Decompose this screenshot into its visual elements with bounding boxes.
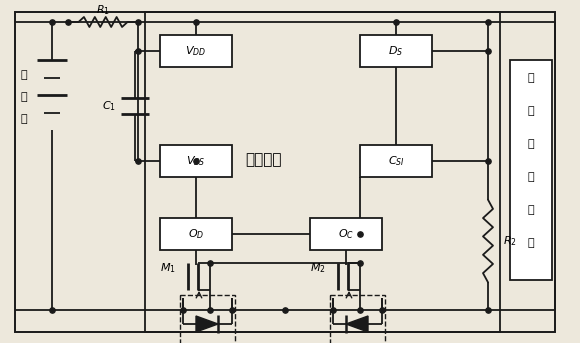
Bar [310,218,382,250]
Text: 器: 器 [528,139,534,149]
Bar [160,218,232,250]
Text: $V_{DD}$: $V_{DD}$ [186,44,206,58]
Bar [180,295,235,343]
Text: 电: 电 [21,92,27,102]
Bar [360,35,432,67]
Text: $D_S$: $D_S$ [389,44,404,58]
Text: 或: 或 [528,172,534,182]
Text: 负: 负 [528,205,534,215]
Bar [160,35,232,67]
Text: 载: 载 [528,238,534,248]
Text: 充: 充 [528,73,534,83]
Text: 保护芯片: 保护芯片 [245,153,282,167]
Polygon shape [196,316,218,332]
Bar [145,12,500,332]
Text: $M_2$: $M_2$ [310,261,326,275]
Text: 锂: 锂 [21,70,27,80]
Bar [360,145,432,177]
Text: 电: 电 [528,106,534,116]
Bar [160,145,232,177]
Text: $M_1$: $M_1$ [160,261,176,275]
Text: 池: 池 [21,114,27,124]
Polygon shape [346,316,368,332]
Text: $R_1$: $R_1$ [96,3,110,17]
Bar [330,295,385,343]
Text: $V_{SS}$: $V_{SS}$ [186,154,206,168]
Text: $C_1$: $C_1$ [102,99,116,113]
Text: $O_D$: $O_D$ [188,227,204,241]
Text: $O_C$: $O_C$ [338,227,354,241]
Bar [510,60,552,280]
Text: $R_2$: $R_2$ [503,234,517,248]
Text: $C_{SI}$: $C_{SI}$ [387,154,404,168]
